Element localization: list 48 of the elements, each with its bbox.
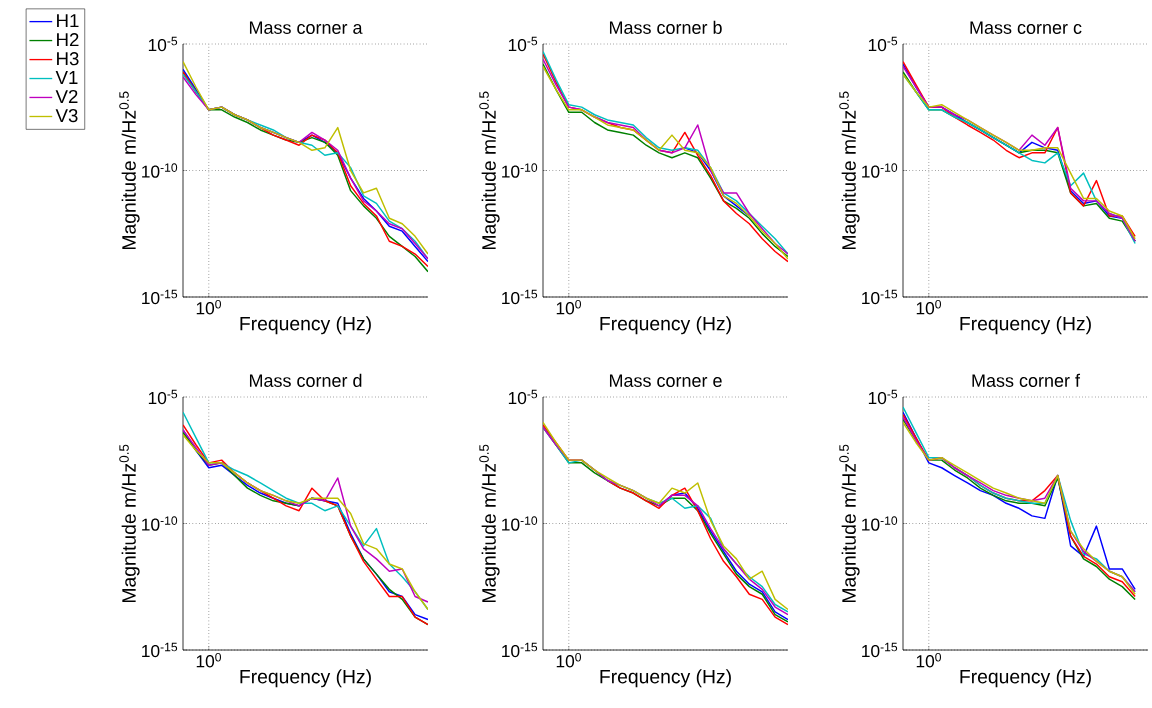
chart-title: Mass corner d (249, 373, 362, 387)
y-tick-label: 10$^{-10}$ (502, 163, 538, 178)
y-tick-label: 10$^{-5}$ (508, 36, 538, 52)
chart-title: Mass corner b (609, 20, 722, 34)
y-tick-label: 10$^{-10}$ (142, 163, 178, 178)
chart-title: Mass corner f (972, 373, 1081, 387)
y-tick-label: 10$^{-15}$ (142, 289, 178, 305)
x-axis-title: Frequency (Hz) (240, 669, 371, 688)
y-tick-label: 10$^{-5}$ (508, 389, 538, 405)
legend-label: V2 (55, 89, 78, 103)
legend-label: V1 (55, 71, 78, 84)
y-axis-title: Magnitude m/Hz$^{0.5}$ (479, 444, 500, 603)
legend-label: H2 (57, 33, 79, 47)
y-tick-label: 10$^{-5}$ (148, 389, 178, 405)
y-axis-title: Magnitude m/Hz$^{0.5}$ (479, 91, 500, 250)
chart-title: Mass corner c (970, 21, 1082, 34)
text: 10$^{0}$ (196, 299, 222, 315)
y-axis-title: Magnitude m/Hz$^{0.5}$ (839, 91, 860, 250)
chart-title: Mass corner a (249, 21, 363, 34)
y-tick-label: 10$^{-5}$ (868, 36, 898, 52)
y-tick-label: 10$^{-15}$ (502, 642, 538, 658)
y-axis-title: Magnitude m/Hz$^{0.5}$ (839, 444, 860, 603)
x-axis-title: Frequency (Hz) (600, 669, 731, 688)
y-tick-label: 10$^{-10}$ (502, 516, 538, 531)
text: 10$^{0}$ (916, 652, 942, 668)
y-axis-title: Magnitude m/Hz$^{0.5}$ (119, 444, 140, 603)
legend-label: H3 (57, 52, 79, 66)
x-axis-title: Frequency (Hz) (600, 316, 731, 335)
legend-label: V3 (55, 108, 78, 123)
y-tick-label: 10$^{-5}$ (868, 389, 898, 405)
y-tick-label: 10$^{-15}$ (142, 642, 178, 658)
x-axis-title: Frequency (Hz) (960, 669, 1091, 688)
text: 10$^{0}$ (556, 652, 582, 668)
y-tick-label: 10$^{-10}$ (862, 516, 898, 531)
text: 10$^{0}$ (916, 299, 942, 315)
y-axis-title: Magnitude m/Hz$^{0.5}$ (119, 91, 140, 250)
y-tick-label: 10$^{-15}$ (862, 642, 898, 658)
x-axis-title: Frequency (Hz) (240, 316, 371, 335)
chart-title: Mass corner e (609, 374, 722, 387)
text: 10$^{0}$ (196, 652, 222, 668)
legend-label: H1 (57, 14, 79, 28)
y-tick-label: 10$^{-10}$ (862, 163, 898, 178)
y-tick-label: 10$^{-15}$ (862, 289, 898, 305)
y-tick-label: 10$^{-5}$ (148, 36, 178, 52)
y-tick-label: 10$^{-10}$ (142, 516, 178, 531)
text: 10$^{0}$ (556, 299, 582, 315)
x-axis-title: Frequency (Hz) (960, 316, 1091, 335)
y-tick-label: 10$^{-15}$ (502, 289, 538, 305)
